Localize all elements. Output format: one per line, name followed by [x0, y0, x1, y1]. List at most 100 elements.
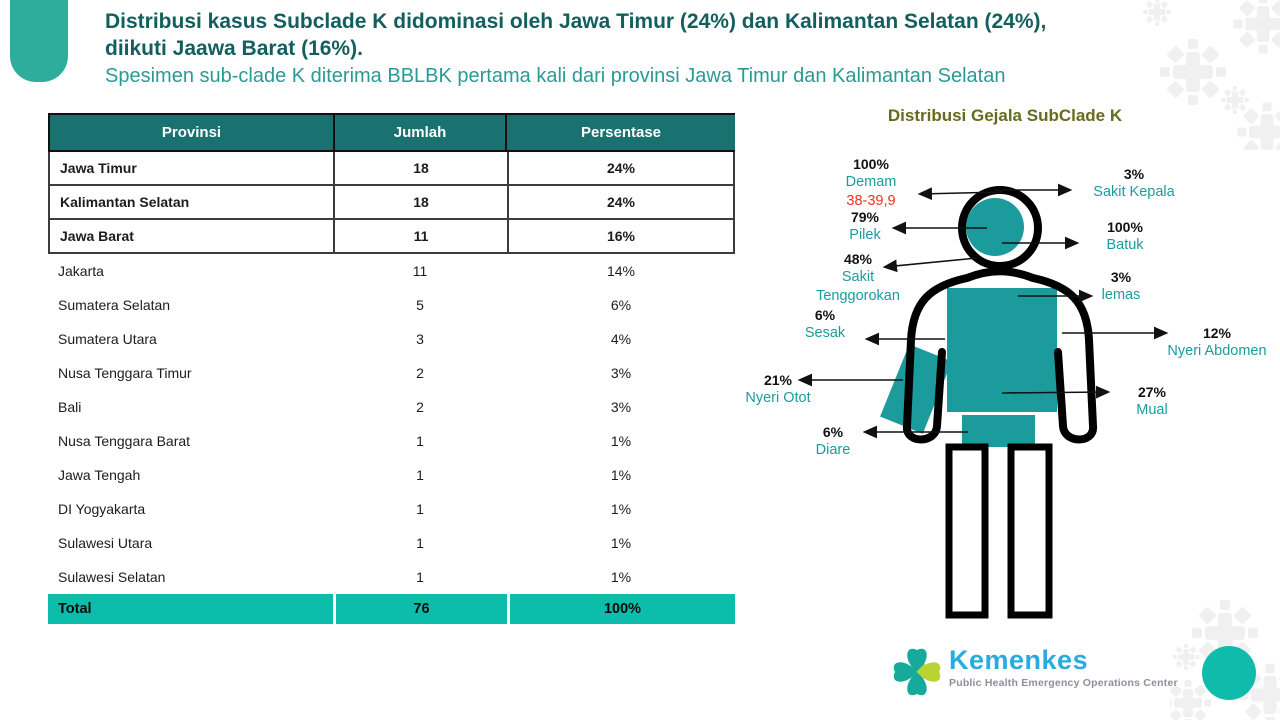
chest-fill [947, 288, 1057, 412]
cell-province: Sumatera Utara [58, 331, 157, 347]
total-label: Total [58, 601, 92, 617]
kemenkes-flower-icon [893, 648, 941, 696]
table-row: DI Yogyakarta 1 1% [48, 492, 735, 526]
diagram-title: Distribusi Gejala SubClade K [887, 106, 1123, 125]
symptom-batuk: 100% Batuk [1082, 218, 1168, 255]
symptom-label: lemas [1101, 287, 1141, 304]
symptom-pilek: 79% Pilek [835, 208, 895, 245]
symptom-value: 100% [853, 156, 889, 172]
symptom-label: Sesak [804, 325, 846, 342]
cell-count: 18 [333, 152, 507, 186]
total-pct: 100% [507, 594, 735, 624]
cell-count: 2 [416, 399, 424, 415]
cell-percent: 1% [610, 467, 632, 483]
total-count: 76 [333, 594, 507, 624]
symptom-label: Nyeri Otot [745, 390, 811, 407]
symptom-label: Pilek [849, 227, 881, 244]
table-body: Jawa Timur 18 24% Kalimantan Selatan 18 … [48, 152, 735, 594]
cell-percent: 3% [610, 365, 632, 381]
slide-title-line2: diikuti Jaawa Barat (16%). [105, 37, 363, 61]
cell-count: 11 [333, 220, 507, 254]
cell-percent: 24% [507, 186, 735, 220]
symptom-label: Batuk [1106, 237, 1144, 254]
head-fill [966, 198, 1024, 256]
cell-province: Nusa Tenggara Barat [58, 433, 191, 449]
cell-province: Sumatera Selatan [58, 297, 171, 313]
symptom-value: 12% [1202, 325, 1232, 341]
header-persentase: Persentase [507, 113, 735, 152]
symptom-value: 3% [1123, 166, 1145, 182]
table-row: Nusa Tenggara Timur 2 3% [48, 356, 735, 390]
symptom-label: Diare [815, 442, 851, 459]
cell-percent: 1% [610, 501, 632, 517]
slide-subtitle: Spesimen sub-clade K diterima BBLBK pert… [105, 64, 1006, 87]
table-row: Kalimantan Selatan 18 24% [48, 186, 735, 220]
cell-percent: 16% [507, 220, 735, 254]
symptom-label: Sakit Tenggorokan [816, 269, 900, 305]
table-total-row: Total 76 100% [48, 594, 735, 624]
cell-province: Sulawesi Selatan [58, 569, 166, 585]
cell-percent: 4% [610, 331, 632, 347]
symptom-sakit-kepala: 3% Sakit Kepala [1076, 165, 1192, 202]
table-row: Jawa Timur 18 24% [48, 152, 735, 186]
cell-percent: 3% [610, 399, 632, 415]
symptom-value: 21% [763, 372, 793, 388]
arms-outline [903, 267, 1097, 444]
symptom-value: 48% [843, 251, 873, 267]
cell-province: Bali [58, 399, 82, 415]
cell-province: Kalimantan Selatan [48, 186, 333, 220]
cell-province: Jawa Tengah [58, 467, 141, 483]
cell-province: Jawa Barat [48, 220, 333, 254]
cell-percent: 24% [507, 152, 735, 186]
table-header-row: Provinsi Jumlah Persentase [48, 113, 735, 152]
cell-count: 1 [416, 467, 424, 483]
symptom-demam: 100% Demam 38-39,9 [826, 155, 916, 211]
table-row: Jawa Tengah 1 1% [48, 458, 735, 492]
cell-percent: 1% [610, 535, 632, 551]
symptom-mual: 27% Mual [1116, 383, 1188, 420]
header-jumlah: Jumlah [333, 113, 507, 152]
cell-province: Jawa Timur [48, 152, 333, 186]
cell-count: 18 [333, 186, 507, 220]
symptom-label: Nyeri Abdomen [1167, 343, 1267, 360]
pelvis-fill [962, 415, 1035, 447]
cell-province: Jakarta [58, 263, 104, 279]
symptom-value: 3% [1110, 269, 1132, 285]
cell-percent: 6% [610, 297, 632, 313]
cell-province: DI Yogyakarta [58, 501, 146, 517]
cell-count: 2 [416, 365, 424, 381]
cell-province: Nusa Tenggara Timur [58, 365, 192, 381]
corner-circle-accent [1202, 646, 1256, 700]
right-leg [1007, 443, 1053, 619]
cell-count: 1 [416, 535, 424, 551]
symptom-sakit-tenggorokan: 48% Sakit Tenggorokan [810, 250, 906, 306]
cell-percent: 1% [610, 569, 632, 585]
symptom-nyeri-otot: 21% Nyeri Otot [740, 371, 816, 408]
forearm-fill [880, 344, 952, 434]
left-leg [945, 443, 989, 619]
symptom-label: Sakit Kepala [1093, 184, 1175, 201]
slide-title-line1: Distribusi kasus Subclade K didominasi o… [105, 10, 1047, 33]
table-row: Nusa Tenggara Barat 1 1% [48, 424, 735, 458]
table-row: Sulawesi Selatan 1 1% [48, 560, 735, 594]
brand-tagline: Public Health Emergency Operations Cente… [949, 677, 1178, 689]
kemenkes-logo: Kemenkes Public Health Emergency Operati… [891, 641, 1178, 703]
symptom-lemas: 3% lemas [1086, 268, 1156, 305]
brand-name: Kemenkes [949, 645, 1089, 675]
fever-range: 38-39,9 [846, 193, 896, 210]
symptom-value: 100% [1107, 219, 1143, 235]
symptom-label: Mual [1136, 402, 1168, 419]
table-row: Sumatera Utara 3 4% [48, 322, 735, 356]
symptom-diare: 6% Diare [802, 423, 864, 460]
cell-count: 11 [412, 263, 428, 279]
table-row: Jakarta 11 14% [48, 254, 735, 288]
symptom-sesak: 6% Sesak [792, 306, 858, 343]
symptom-label: Demam [845, 174, 897, 191]
cell-count: 1 [416, 433, 424, 449]
symptom-value: 79% [850, 209, 880, 225]
symptom-arrows [797, 183, 1169, 439]
cell-percent: 1% [610, 433, 632, 449]
cell-percent: 14% [606, 263, 636, 279]
symptom-diagram: Distribusi Gejala SubClade K [740, 100, 1280, 645]
